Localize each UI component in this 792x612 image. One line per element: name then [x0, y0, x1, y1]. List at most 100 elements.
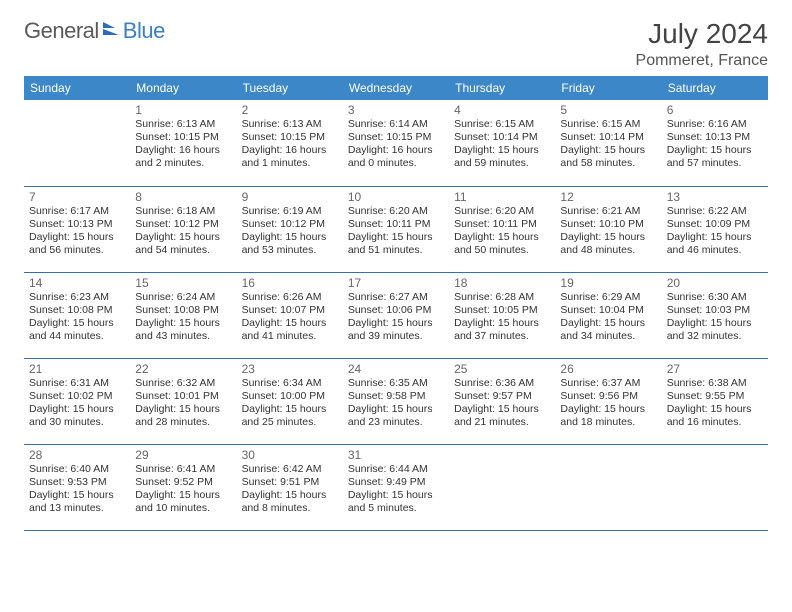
day-number: 7: [29, 190, 125, 204]
day-number: 19: [560, 276, 656, 290]
daylight-line: Daylight: 15 hours and 53 minutes.: [242, 231, 338, 257]
day-number: 18: [454, 276, 550, 290]
day-number: 20: [667, 276, 763, 290]
sunrise-line: Sunrise: 6:41 AM: [135, 463, 231, 476]
calendar-day-cell: 27Sunrise: 6:38 AMSunset: 9:55 PMDayligh…: [662, 358, 768, 444]
sunset-line: Sunset: 10:13 PM: [29, 218, 125, 231]
calendar-week-row: 21Sunrise: 6:31 AMSunset: 10:02 PMDaylig…: [24, 358, 768, 444]
day-number: 8: [135, 190, 231, 204]
calendar-day-cell: 6Sunrise: 6:16 AMSunset: 10:13 PMDayligh…: [662, 100, 768, 186]
daylight-line: Daylight: 15 hours and 57 minutes.: [667, 144, 763, 170]
calendar-day-cell: 22Sunrise: 6:32 AMSunset: 10:01 PMDaylig…: [130, 358, 236, 444]
daylight-line: Daylight: 15 hours and 39 minutes.: [348, 317, 444, 343]
calendar-day-cell: 12Sunrise: 6:21 AMSunset: 10:10 PMDaylig…: [555, 186, 661, 272]
calendar-day-cell: 13Sunrise: 6:22 AMSunset: 10:09 PMDaylig…: [662, 186, 768, 272]
day-info: Sunrise: 6:24 AMSunset: 10:08 PMDaylight…: [135, 291, 231, 344]
weekday-header: Thursday: [449, 76, 555, 100]
day-number: 14: [29, 276, 125, 290]
day-number: 17: [348, 276, 444, 290]
weekday-header: Saturday: [662, 76, 768, 100]
calendar-week-row: 7Sunrise: 6:17 AMSunset: 10:13 PM Dayligh…: [24, 186, 768, 272]
sunset-line: Sunset: 10:13 PM: [667, 131, 763, 144]
calendar-day-cell: 2Sunrise: 6:13 AMSunset: 10:15 PMDayligh…: [237, 100, 343, 186]
daylight-line: Daylight: 15 hours and 50 minutes.: [454, 231, 550, 257]
sunset-line: Sunset: 10:06 PM: [348, 304, 444, 317]
day-number: 3: [348, 103, 444, 117]
day-number: 10: [348, 190, 444, 204]
sunrise-line: Sunrise: 6:44 AM: [348, 463, 444, 476]
sunset-line: Sunset: 10:09 PM: [667, 218, 763, 231]
day-info: Sunrise: 6:27 AMSunset: 10:06 PMDaylight…: [348, 291, 444, 344]
day-info: Sunrise: 6:16 AMSunset: 10:13 PMDaylight…: [667, 118, 763, 171]
calendar-day-cell: 28Sunrise: 6:40 AMSunset: 9:53 PMDayligh…: [24, 444, 130, 530]
daylight-line: Daylight: 15 hours and 21 minutes.: [454, 403, 550, 429]
sunset-line: Sunset: 9:58 PM: [348, 390, 444, 403]
calendar-day-cell: 30Sunrise: 6:42 AMSunset: 9:51 PMDayligh…: [237, 444, 343, 530]
sunset-line: Sunset: 10:08 PM: [135, 304, 231, 317]
daylight-line: Daylight: 15 hours and 41 minutes.: [242, 317, 338, 343]
day-info: Sunrise: 6:15 AMSunset: 10:14 PMDaylight…: [454, 118, 550, 171]
day-number: 25: [454, 362, 550, 376]
daylight-line: Daylight: 15 hours and 18 minutes.: [560, 403, 656, 429]
sunrise-line: Sunrise: 6:35 AM: [348, 377, 444, 390]
sunrise-line: Sunrise: 6:30 AM: [667, 291, 763, 304]
calendar-day-cell: 7Sunrise: 6:17 AMSunset: 10:13 PMDayligh…: [24, 186, 130, 272]
calendar-day-cell: 17Sunrise: 6:27 AMSunset: 10:06 PMDaylig…: [343, 272, 449, 358]
sunset-line: Sunset: 10:05 PM: [454, 304, 550, 317]
day-number: 31: [348, 448, 444, 462]
sunset-line: Sunset: 10:02 PM: [29, 390, 125, 403]
sunrise-line: Sunrise: 6:28 AM: [454, 291, 550, 304]
day-info: Sunrise: 6:15 AMSunset: 10:14 PMDaylight…: [560, 118, 656, 171]
day-number: 9: [242, 190, 338, 204]
sunrise-line: Sunrise: 6:42 AM: [242, 463, 338, 476]
daylight-line: Daylight: 15 hours and 54 minutes.: [135, 231, 231, 257]
day-info: Sunrise: 6:34 AMSunset: 10:00 PMDaylight…: [242, 377, 338, 430]
day-number: 29: [135, 448, 231, 462]
sunrise-line: Sunrise: 6:29 AM: [560, 291, 656, 304]
sunrise-line: Sunrise: 6:15 AM: [454, 118, 550, 131]
calendar-day-cell: 24Sunrise: 6:35 AMSunset: 9:58 PMDayligh…: [343, 358, 449, 444]
sunrise-line: Sunrise: 6:40 AM: [29, 463, 125, 476]
day-number: 13: [667, 190, 763, 204]
sunrise-line: Sunrise: 6:23 AM: [29, 291, 125, 304]
sunset-line: Sunset: 10:00 PM: [242, 390, 338, 403]
day-info: Sunrise: 6:23 AMSunset: 10:08 PMDaylight…: [29, 291, 125, 344]
day-info: Sunrise: 6:42 AMSunset: 9:51 PMDaylight:…: [242, 463, 338, 516]
day-info: Sunrise: 6:32 AMSunset: 10:01 PMDaylight…: [135, 377, 231, 430]
sunrise-line: Sunrise: 6:20 AM: [348, 205, 444, 218]
day-number: 28: [29, 448, 125, 462]
weekday-header: Wednesday: [343, 76, 449, 100]
calendar-day-cell: 10Sunrise: 6:20 AMSunset: 10:11 PMDaylig…: [343, 186, 449, 272]
sunset-line: Sunset: 10:08 PM: [29, 304, 125, 317]
sunset-line: Sunset: 9:49 PM: [348, 476, 444, 489]
calendar-empty-cell: [24, 100, 130, 186]
day-info: Sunrise: 6:41 AMSunset: 9:52 PMDaylight:…: [135, 463, 231, 516]
sunrise-line: Sunrise: 6:36 AM: [454, 377, 550, 390]
weekday-header: Sunday: [24, 76, 130, 100]
calendar-day-cell: 4Sunrise: 6:15 AMSunset: 10:14 PMDayligh…: [449, 100, 555, 186]
calendar-week-row: 28Sunrise: 6:40 AMSunset: 9:53 PMDayligh…: [24, 444, 768, 530]
sunset-line: Sunset: 10:07 PM: [242, 304, 338, 317]
calendar-day-cell: 20Sunrise: 6:30 AMSunset: 10:03 PMDaylig…: [662, 272, 768, 358]
sunrise-line: Sunrise: 6:17 AM: [29, 205, 125, 218]
day-info: Sunrise: 6:29 AMSunset: 10:04 PMDaylight…: [560, 291, 656, 344]
sunrise-line: Sunrise: 6:24 AM: [135, 291, 231, 304]
sunset-line: Sunset: 10:15 PM: [242, 131, 338, 144]
daylight-line: Daylight: 15 hours and 5 minutes.: [348, 489, 444, 515]
daylight-line: Daylight: 15 hours and 46 minutes.: [667, 231, 763, 257]
sunrise-line: Sunrise: 6:19 AM: [242, 205, 338, 218]
daylight-line: Daylight: 16 hours and 0 minutes.: [348, 144, 444, 170]
calendar-table: SundayMondayTuesdayWednesdayThursdayFrid…: [24, 76, 768, 531]
calendar-day-cell: 16Sunrise: 6:26 AMSunset: 10:07 PMDaylig…: [237, 272, 343, 358]
calendar-day-cell: 23Sunrise: 6:34 AMSunset: 10:00 PMDaylig…: [237, 358, 343, 444]
weekday-header: Tuesday: [237, 76, 343, 100]
calendar-day-cell: 25Sunrise: 6:36 AMSunset: 9:57 PMDayligh…: [449, 358, 555, 444]
day-info: Sunrise: 6:20 AMSunset: 10:11 PMDaylight…: [454, 205, 550, 258]
calendar-day-cell: 31Sunrise: 6:44 AMSunset: 9:49 PMDayligh…: [343, 444, 449, 530]
calendar-day-cell: 19Sunrise: 6:29 AMSunset: 10:04 PMDaylig…: [555, 272, 661, 358]
day-info: Sunrise: 6:26 AMSunset: 10:07 PMDaylight…: [242, 291, 338, 344]
sunrise-line: Sunrise: 6:37 AM: [560, 377, 656, 390]
title-block: July 2024 Pommeret, France: [636, 18, 768, 70]
day-number: 16: [242, 276, 338, 290]
day-number: 24: [348, 362, 444, 376]
